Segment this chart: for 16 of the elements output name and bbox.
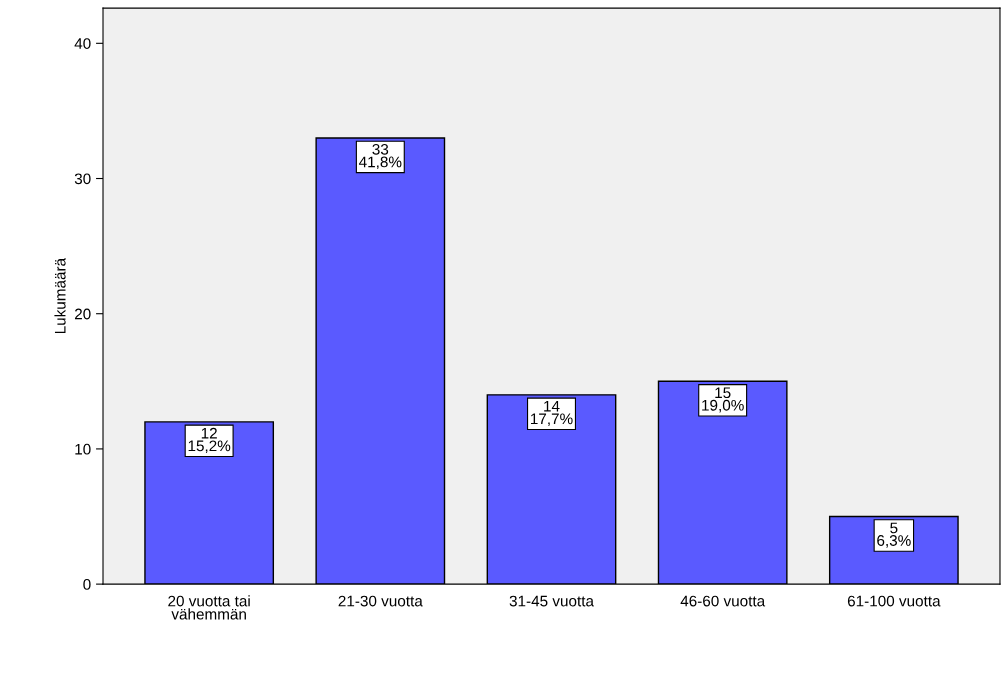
x-tick-label: 61-100 vuotta [847,595,941,607]
y-tick-label: 10 [75,443,91,455]
data-label: 14 17,7% [531,400,573,426]
data-label: 12 15,2% [188,427,231,454]
x-tick-label: 31-45 vuotta [509,595,594,607]
y-tick-label: 0 [83,578,91,590]
y-tick-label: 30 [74,173,91,185]
x-tick-label: 46-60 vuotta [680,595,766,607]
data-label: 5 6,3% [877,522,911,548]
data-label: 15 19,0% [702,387,744,413]
y-tick-label: 40 [74,38,91,49]
y-axis-title: Lukumäärä [54,257,66,334]
data-label: 33 41,8% [359,143,402,170]
y-tick-label: 20 [74,308,91,320]
x-tick-label: 20 vuotta tai vähemmän [168,595,250,620]
x-tick-label: 21-30 vuotta [338,595,423,607]
